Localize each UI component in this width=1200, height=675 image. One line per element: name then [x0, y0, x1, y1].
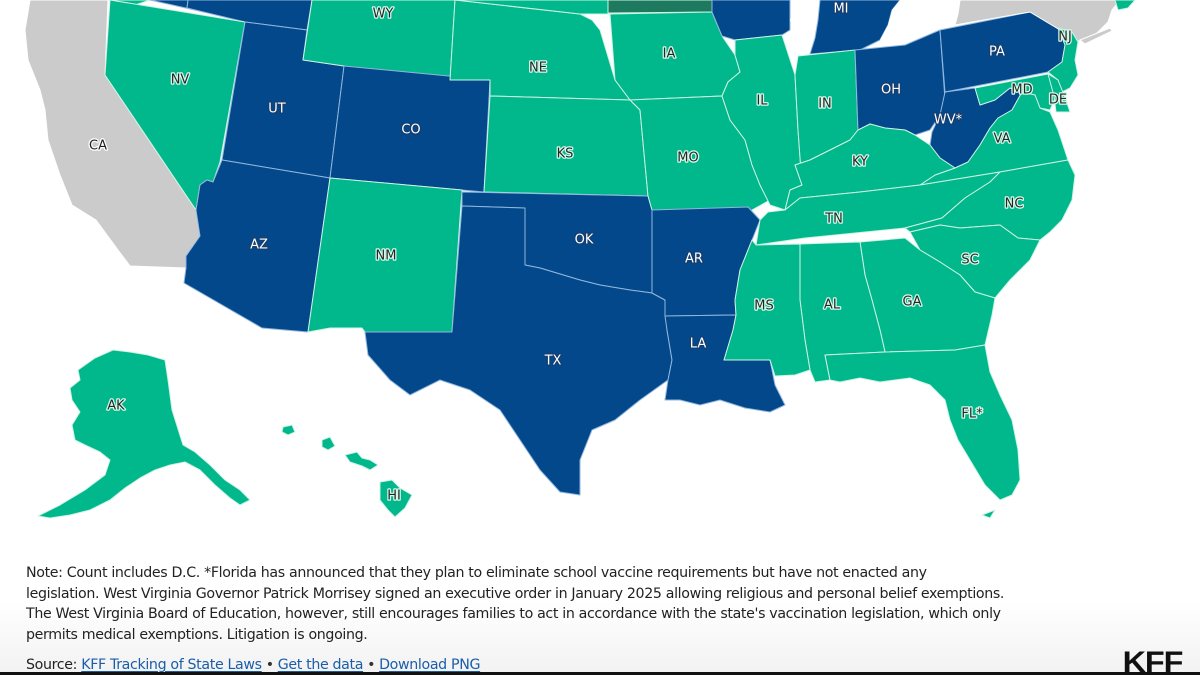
state-MI[interactable]: [809, 0, 901, 55]
state-CO[interactable]: [329, 65, 491, 193]
state-HI-big-island[interactable]: [379, 479, 413, 518]
state-RI-MA-region[interactable]: [1114, 0, 1136, 11]
state-MS[interactable]: [723, 239, 811, 377]
state-KS[interactable]: [483, 95, 649, 197]
state-NM[interactable]: [307, 177, 463, 333]
state-NJ[interactable]: [1047, 27, 1079, 93]
download-png-link[interactable]: Download PNG: [379, 657, 481, 673]
figure-notes: Note: Count includes D.C. *Florida has a…: [26, 563, 1106, 645]
notes-line-4: permits medical exemptions. Litigation i…: [26, 626, 368, 643]
source-line: Source: KFF Tracking of State Laws • Get t…: [26, 655, 480, 675]
kff-logo: KFF: [1122, 646, 1183, 675]
state-WI[interactable]: [711, 0, 791, 41]
lake-michigan: [790, 0, 820, 58]
long-island[interactable]: [1079, 27, 1113, 45]
kff-tracking-link[interactable]: KFF Tracking of State Laws: [81, 657, 262, 673]
state-DE[interactable]: [1047, 73, 1071, 113]
get-the-data-link[interactable]: Get the data: [277, 657, 364, 673]
state-AZ[interactable]: [183, 159, 331, 333]
notes-line-2: legislation. West Virginia Governor Patr…: [26, 585, 1005, 602]
us-state-map: CA NV UT CO AZ NM WY NE KS OK TX IA MO A…: [24, 0, 1136, 519]
notes-line-1: Note: Count includes D.C. *Florida has a…: [26, 565, 927, 581]
separator-dot: •: [367, 657, 376, 673]
lake-erie: [880, 0, 960, 46]
bottom-divider: [0, 672, 1200, 675]
state-HI-oahu[interactable]: [321, 436, 336, 451]
separator-dot: •: [265, 657, 274, 673]
state-AK[interactable]: [37, 349, 251, 519]
state-HI-maui[interactable]: [344, 451, 379, 471]
florida-keys[interactable]: [981, 509, 996, 519]
notes-line-3: The West Virginia Board of Education, ho…: [26, 606, 1001, 622]
state-TX[interactable]: [364, 205, 673, 496]
state-FL[interactable]: [824, 344, 1021, 501]
state-ND[interactable]: [607, 0, 713, 14]
state-HI-kauai[interactable]: [281, 424, 296, 436]
source-prefix: Source:: [26, 657, 78, 673]
